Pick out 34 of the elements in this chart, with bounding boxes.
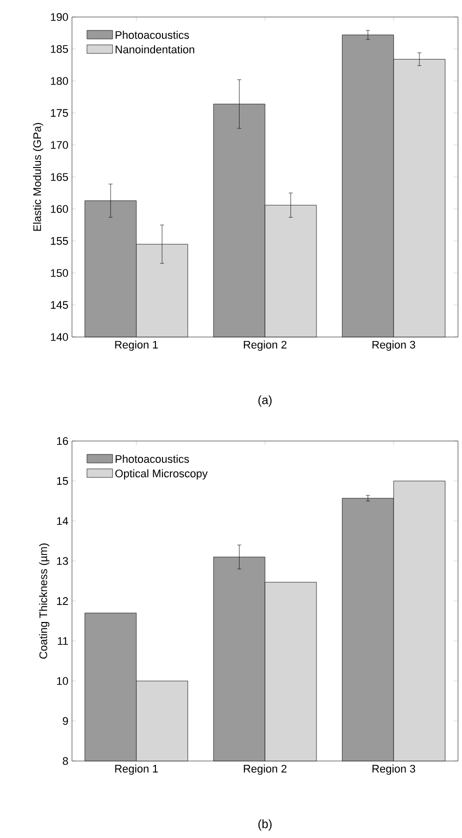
legend-label: Optical Microscopy xyxy=(115,469,208,480)
y-tick-label: 14 xyxy=(57,517,68,525)
y-tick-label: 11 xyxy=(58,637,68,645)
x-tick-label: Region 1 xyxy=(115,764,158,775)
y-axis-title: Elastic Modulus (GPa) xyxy=(33,122,44,231)
text: (b) xyxy=(258,819,272,831)
y-tick-label: 16 xyxy=(57,437,68,445)
legend-label: Photoacoustics xyxy=(116,454,189,463)
x-tick-label: Region 1 xyxy=(115,340,158,351)
legend-label: Photoacoustics xyxy=(116,30,189,39)
y-tick-label: 145 xyxy=(50,301,68,309)
x-tick-label: Region 2 xyxy=(244,764,286,775)
y-tick-label: 12 xyxy=(57,597,68,605)
text: (a) xyxy=(258,395,272,407)
y-tick-label: 15 xyxy=(57,477,68,485)
y-tick-label: 10 xyxy=(57,677,68,685)
y-tick-label: 170 xyxy=(50,141,68,149)
y-axis-title: Coating Thickness (µm) xyxy=(39,544,50,659)
y-tick-label: 160 xyxy=(50,205,68,213)
y-tick-label: 185 xyxy=(50,45,68,53)
x-tick-label: Region 3 xyxy=(372,764,416,775)
y-tick-label: 165 xyxy=(50,173,68,181)
x-tick-label: Region 3 xyxy=(372,340,416,351)
y-tick-label: 9 xyxy=(62,717,68,725)
y-tick-label: 8 xyxy=(62,757,68,765)
y-tick-label: 150 xyxy=(50,269,68,277)
y-tick-label: 180 xyxy=(50,77,68,85)
y-tick-label: 140 xyxy=(50,333,68,341)
legend-label: Nanoindentation xyxy=(116,45,194,54)
y-tick-label: 155 xyxy=(50,237,68,245)
y-tick-label: 190 xyxy=(50,13,68,21)
y-tick-label: 175 xyxy=(50,109,68,117)
y-tick-label: 13 xyxy=(57,557,68,565)
x-tick-label: Region 2 xyxy=(244,340,286,351)
